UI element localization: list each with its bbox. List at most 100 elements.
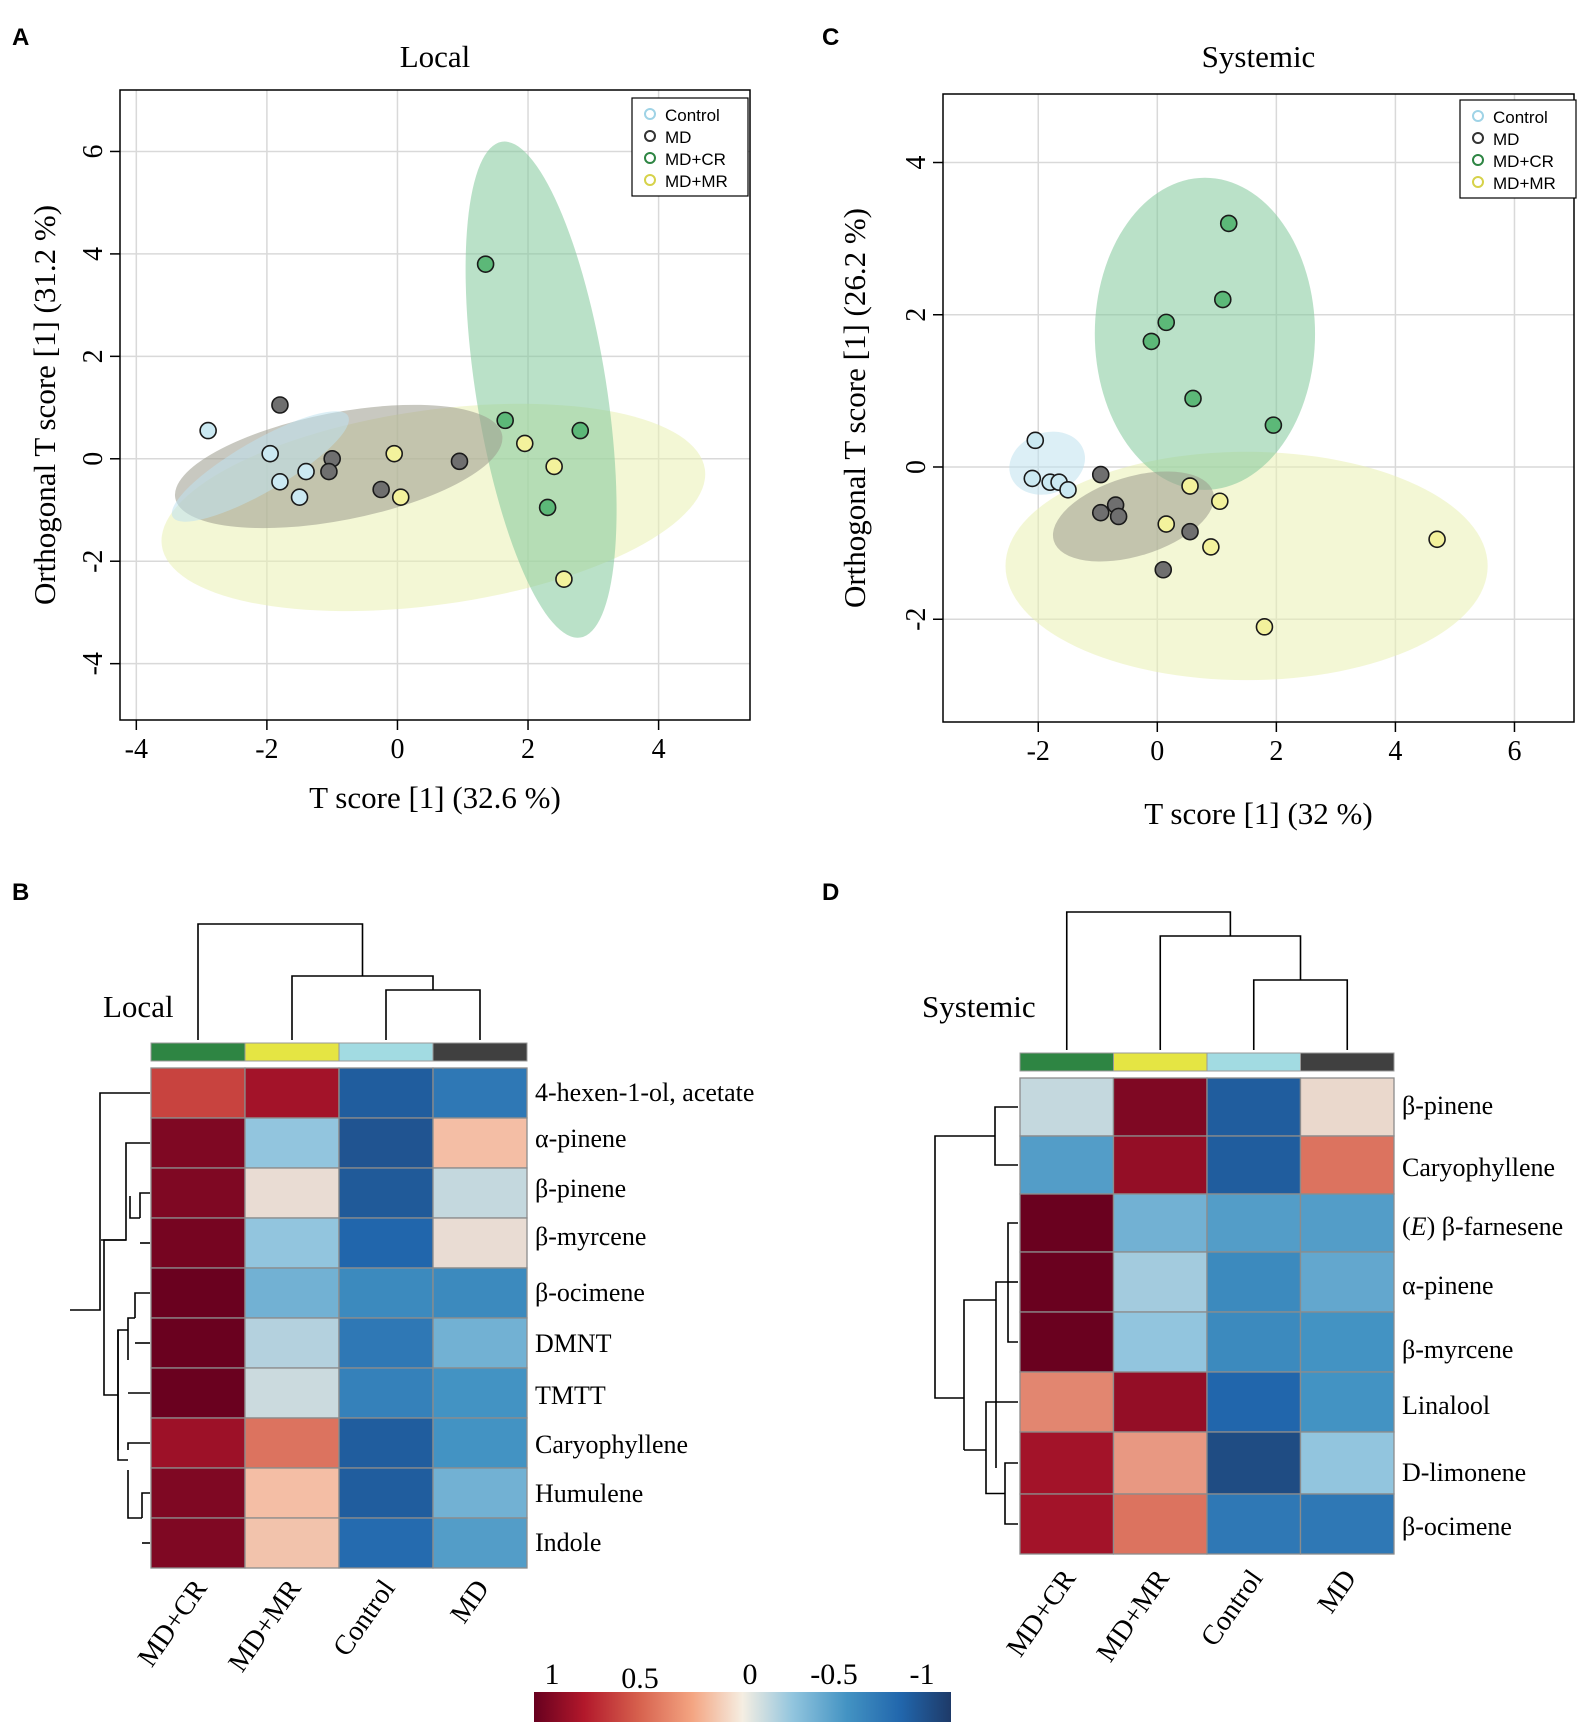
row-label: 4-hexen-1-ol, acetate xyxy=(535,1078,754,1107)
heatmap-cell xyxy=(1019,1371,1115,1433)
data-point-control xyxy=(261,444,279,463)
row-dendrogram-branch xyxy=(994,1106,1018,1166)
row-dendrogram-branch xyxy=(101,1142,150,1241)
data-point-control xyxy=(1023,469,1042,488)
heatmap-cell xyxy=(150,1467,246,1519)
row-dendrogram-branch xyxy=(127,1442,150,1450)
y-tick-label: -4 xyxy=(78,652,109,675)
heatmap-cell xyxy=(244,1317,340,1369)
data-point-md-cr xyxy=(476,255,495,273)
heatmap-cell xyxy=(338,1067,434,1119)
heatmap-cell xyxy=(1299,1371,1395,1433)
row-dendrogram-branch xyxy=(995,1281,1008,1468)
group-color-bar-control xyxy=(338,1042,434,1062)
x-tick-label: -2 xyxy=(1027,736,1050,767)
heatmap-cell xyxy=(1206,1077,1302,1137)
legend-label-control: Control xyxy=(665,106,720,125)
heatmap-cell xyxy=(1206,1371,1302,1433)
heatmap-cell xyxy=(1019,1431,1115,1495)
x-tick-label: 4 xyxy=(652,734,666,765)
heatmap-cell xyxy=(1299,1193,1395,1253)
heatmap-cell xyxy=(1019,1251,1115,1313)
group-color-bar-md-mr xyxy=(1113,1052,1208,1072)
scatter-plot-systemic: -2 0 2 4 6 -2 0 2 4 Systemic T score [1] (32 %) Ort… xyxy=(837,39,1577,831)
chart-title: Systemic xyxy=(1202,39,1316,74)
group-color-bar-md xyxy=(1300,1052,1395,1072)
plot-frame xyxy=(119,89,751,721)
color-scale-tick-neg0.5: -0.5 xyxy=(810,1658,858,1691)
panel-label-b: B xyxy=(12,879,29,906)
heatmap-cell xyxy=(150,1067,246,1119)
row-dendrogram-branch xyxy=(134,1292,150,1318)
legend-label-md: MD xyxy=(1493,130,1519,149)
column-label: MD+CR xyxy=(1001,1564,1083,1663)
data-point-md-cr xyxy=(1184,389,1202,408)
heatmap-cell xyxy=(1019,1193,1115,1253)
row-label: (E) β-farnesene xyxy=(1402,1212,1563,1241)
y-tick-label: 0 xyxy=(78,452,109,466)
color-scale-tick-0.5: 0.5 xyxy=(621,1662,659,1695)
heatmap-cell xyxy=(1206,1431,1302,1495)
heatmap-cell xyxy=(244,1167,340,1219)
group-color-bar-md-mr xyxy=(244,1042,340,1062)
legend-marker-md-mr xyxy=(644,174,656,186)
panel-label-d: D xyxy=(822,879,839,906)
heatmap-cell xyxy=(1112,1371,1208,1433)
heatmap-cell xyxy=(1299,1251,1395,1313)
heatmap-cell xyxy=(432,1317,528,1369)
heatmap-cell xyxy=(338,1517,434,1569)
row-label: Caryophyllene xyxy=(1402,1153,1555,1182)
data-point-md-cr xyxy=(1142,332,1161,351)
data-point-md-mr xyxy=(515,434,534,453)
heatmap-cell xyxy=(1206,1493,1302,1555)
heatmap-cell xyxy=(338,1317,434,1369)
legend-marker-md-cr xyxy=(1472,154,1484,166)
row-label: Caryophyllene xyxy=(535,1430,688,1459)
legend-label-md-cr: MD+CR xyxy=(1493,152,1554,171)
legend-marker-md xyxy=(644,130,656,142)
data-point-md-cr xyxy=(1264,416,1283,434)
column-dendrogram-branch xyxy=(1159,935,1302,1050)
heatmap-cell xyxy=(244,1367,340,1419)
data-point-md-mr xyxy=(1255,618,1274,636)
column-label: MD xyxy=(444,1574,495,1629)
x-axis-label: T score [1] (32.6 %) xyxy=(309,780,561,815)
heatmap-cell xyxy=(244,1467,340,1519)
data-point-control xyxy=(1026,431,1045,450)
row-label: α-pinene xyxy=(535,1124,627,1153)
data-point-md-cr xyxy=(496,411,514,430)
legend-label-control: Control xyxy=(1493,108,1548,127)
column-dendrogram-branch xyxy=(385,989,481,1040)
heatmap-cell xyxy=(338,1367,434,1419)
heatmap-cell xyxy=(244,1267,340,1319)
x-tick-label: 0 xyxy=(390,734,404,765)
y-axis-label: Orthogonal T score [1] (26.2 %) xyxy=(837,208,872,608)
heatmap-title: Local xyxy=(103,989,174,1024)
legend: Control MD MD+CR MD+MR xyxy=(1459,99,1577,199)
heatmap-cell xyxy=(150,1517,246,1569)
data-point-control xyxy=(290,488,309,506)
heatmap-cell xyxy=(1112,1251,1208,1313)
y-tick-label: 4 xyxy=(78,247,109,261)
x-tick-label: 6 xyxy=(1507,736,1521,767)
confidence-ellipse-md-cr xyxy=(1094,177,1316,490)
heatmap-cell xyxy=(244,1517,340,1569)
heatmap-cell xyxy=(1299,1135,1395,1195)
heatmap-cell xyxy=(1206,1251,1302,1313)
row-label: DMNT xyxy=(535,1329,612,1358)
data-point-md-mr xyxy=(555,570,573,588)
heatmap-cell xyxy=(432,1067,528,1119)
data-point-md xyxy=(1181,522,1199,541)
color-scale: 1 0.5 0 -0.5 -1 xyxy=(534,1658,951,1722)
confidence-ellipse-md-mr xyxy=(1005,451,1488,681)
row-label-prefix: E xyxy=(1410,1212,1427,1241)
heatmap-cell xyxy=(1299,1311,1395,1373)
y-tick-label: 2 xyxy=(78,349,109,363)
row-label-prefix: ( xyxy=(1402,1212,1411,1241)
heatmap-cell xyxy=(1299,1077,1395,1137)
row-label: Humulene xyxy=(535,1479,643,1508)
heatmap-local: 4-hexen-1-ol, acetate α-pinene β-pinene β-m… xyxy=(70,923,754,1678)
heatmap-cell xyxy=(244,1217,340,1269)
heatmap-cell xyxy=(1112,1311,1208,1373)
data-point-md-mr xyxy=(1428,530,1446,549)
